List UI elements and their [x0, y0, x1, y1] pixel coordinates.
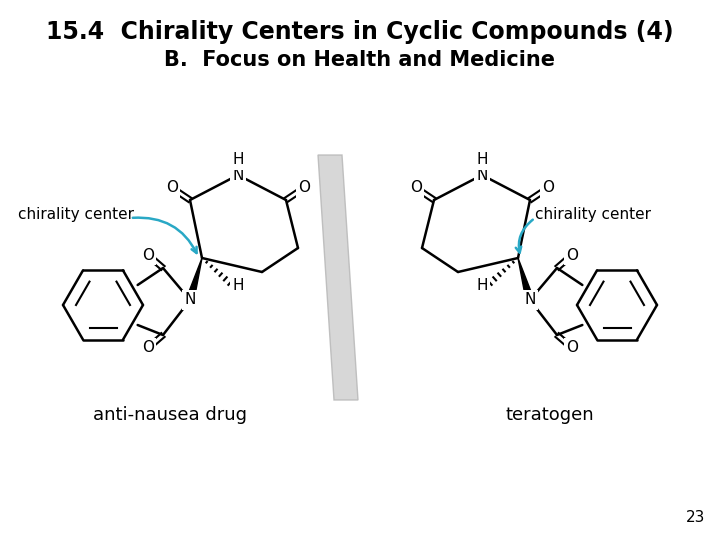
Text: O: O — [166, 180, 178, 195]
Text: H: H — [233, 278, 244, 293]
Polygon shape — [186, 258, 202, 301]
Text: H: H — [233, 152, 244, 167]
Text: O: O — [142, 341, 154, 355]
Text: N: N — [184, 293, 196, 307]
Polygon shape — [518, 258, 534, 301]
Text: O: O — [410, 180, 422, 195]
Text: 15.4  Chirality Centers in Cyclic Compounds (4): 15.4 Chirality Centers in Cyclic Compoun… — [46, 20, 674, 44]
Text: O: O — [566, 247, 578, 262]
Text: N: N — [477, 167, 487, 183]
Text: O: O — [566, 341, 578, 355]
Text: O: O — [142, 247, 154, 262]
Text: O: O — [542, 180, 554, 195]
Text: N: N — [524, 293, 536, 307]
Text: N: N — [233, 167, 243, 183]
Polygon shape — [318, 155, 358, 400]
Text: chirality center: chirality center — [535, 207, 651, 222]
Text: O: O — [298, 180, 310, 195]
Text: chirality center: chirality center — [18, 207, 134, 222]
Text: teratogen: teratogen — [505, 406, 594, 424]
Text: B.  Focus on Health and Medicine: B. Focus on Health and Medicine — [164, 50, 556, 70]
Text: H: H — [476, 278, 487, 293]
Text: H: H — [476, 152, 487, 167]
Text: anti-nausea drug: anti-nausea drug — [93, 406, 247, 424]
Text: 23: 23 — [685, 510, 705, 525]
